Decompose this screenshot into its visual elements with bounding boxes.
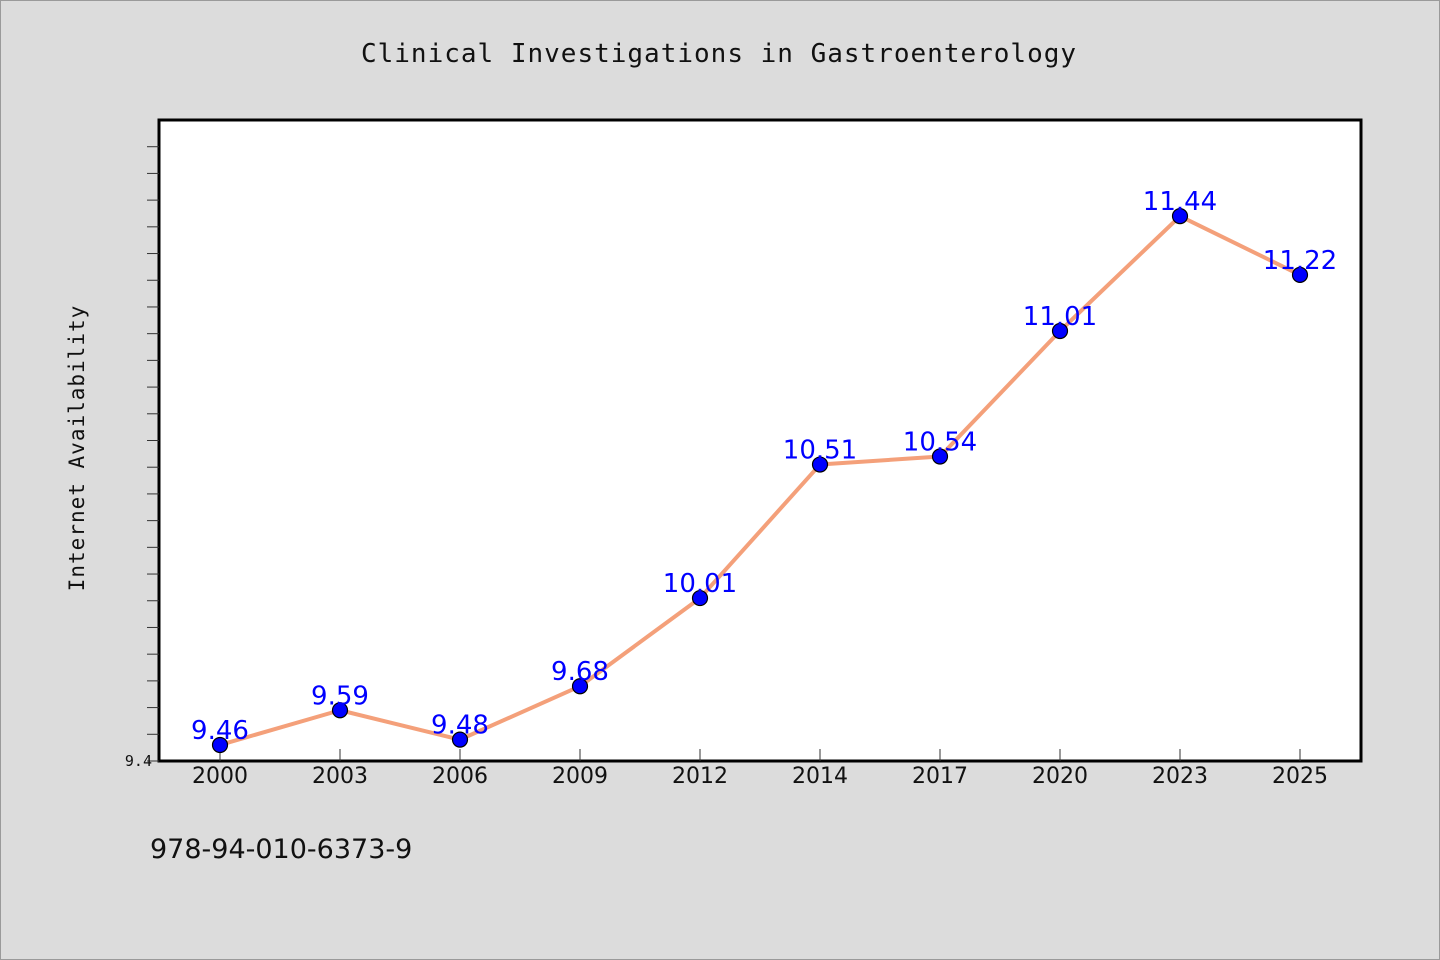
data-point — [1171, 208, 1189, 225]
data-label: 9.46 — [191, 716, 249, 746]
chart-title: Clinical Investigations in Gastroenterol… — [361, 39, 1077, 69]
series-group — [211, 208, 1309, 754]
series-line — [219, 214, 1301, 747]
data-point — [931, 448, 949, 465]
data-labels: 9.46 9.59 9.48 9.68 10.01 10.51 10.54 11.01 11.4… — [191, 187, 1337, 746]
y-axis-ticks: 9.4 — [125, 146, 159, 770]
data-label: 11.01 — [1023, 302, 1097, 332]
data-label: 9.48 — [431, 711, 489, 741]
x-tick-label: 2014 — [792, 764, 848, 789]
data-label: 9.68 — [551, 657, 609, 687]
x-tick-label: 2023 — [1152, 764, 1208, 789]
x-tick-label: 2017 — [912, 764, 968, 789]
data-point — [451, 731, 469, 748]
data-label: 10.51 — [783, 436, 857, 466]
data-point — [691, 589, 709, 607]
x-axis-ticks: 2000 2003 2006 2009 2012 2014 2017 2020 2023 2025 — [192, 749, 1328, 789]
footer-isbn: 978-94-010-6373-9 — [150, 834, 413, 865]
data-label: 10.54 — [903, 428, 977, 458]
data-point — [811, 456, 829, 473]
data-label: 11.44 — [1143, 187, 1217, 217]
data-label: 9.59 — [311, 681, 369, 711]
data-point — [571, 678, 589, 695]
y-tick-label: 9.4 — [125, 752, 152, 770]
x-tick-label: 2025 — [1272, 764, 1328, 789]
data-label: 10.01 — [663, 569, 737, 599]
data-point — [211, 736, 229, 754]
data-point — [1291, 266, 1309, 284]
plot-area — [157, 118, 1363, 763]
x-tick-label: 2003 — [312, 764, 368, 789]
data-point — [1051, 322, 1069, 340]
x-tick-label: 2012 — [672, 764, 728, 789]
y-axis-label: Internet Availability — [65, 305, 89, 592]
data-label: 11.22 — [1263, 246, 1337, 276]
x-tick-label: 2020 — [1032, 764, 1088, 789]
x-tick-label: 2006 — [432, 764, 488, 789]
x-tick-label: 2000 — [192, 764, 248, 789]
x-tick-label: 2009 — [552, 764, 608, 789]
data-point — [331, 702, 349, 719]
